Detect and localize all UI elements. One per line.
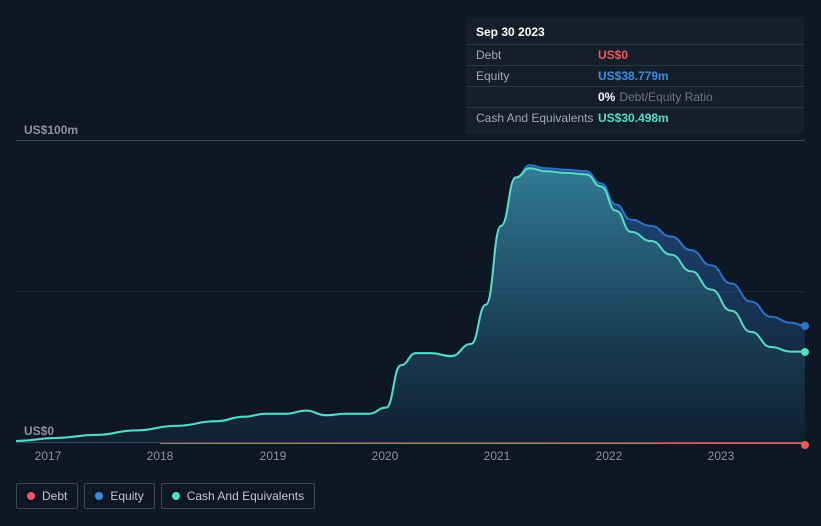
legend-label: Cash And Equivalents xyxy=(187,489,304,503)
x-tick: 2022 xyxy=(596,449,623,463)
x-tick: 2017 xyxy=(35,449,62,463)
tooltip-panel: Sep 30 2023 Debt US$0 Equity US$38.779m … xyxy=(466,17,804,134)
equity-end-dot xyxy=(801,322,809,330)
tooltip-debt-label: Debt xyxy=(476,48,598,62)
x-axis: 2017 2018 2019 2020 2021 2022 2023 xyxy=(16,449,805,465)
legend-swatch-icon xyxy=(95,492,103,500)
tooltip-ratio-value: 0% Debt/Equity Ratio xyxy=(598,90,713,104)
legend-swatch-icon xyxy=(27,492,35,500)
cash-area xyxy=(16,168,805,444)
tooltip-cash-value: US$30.498m xyxy=(598,111,669,125)
x-tick: 2020 xyxy=(372,449,399,463)
tooltip-row-ratio: 0% Debt/Equity Ratio xyxy=(466,86,804,107)
debt-line xyxy=(160,443,805,444)
x-tick: 2021 xyxy=(484,449,511,463)
tooltip-ratio-spacer xyxy=(476,90,598,104)
tooltip-row-cash: Cash And Equivalents US$30.498m xyxy=(466,107,804,128)
tooltip-row-equity: Equity US$38.779m xyxy=(466,65,804,86)
cash-end-dot xyxy=(801,348,809,356)
legend-swatch-icon xyxy=(172,492,180,500)
chart-svg xyxy=(16,141,805,444)
legend: Debt Equity Cash And Equivalents xyxy=(16,483,315,509)
tooltip-ratio-pct: 0% xyxy=(598,90,615,104)
debt-end-dot xyxy=(801,441,809,449)
tooltip-debt-value: US$0 xyxy=(598,48,628,62)
legend-item-cash[interactable]: Cash And Equivalents xyxy=(161,483,315,509)
tooltip-equity-value: US$38.779m xyxy=(598,69,669,83)
legend-label: Debt xyxy=(42,489,67,503)
tooltip-row-debt: Debt US$0 xyxy=(466,44,804,65)
x-tick: 2023 xyxy=(708,449,735,463)
tooltip-cash-label: Cash And Equivalents xyxy=(476,111,598,125)
y-axis-label-top: US$100m xyxy=(24,123,78,137)
tooltip-ratio-label: Debt/Equity Ratio xyxy=(619,90,712,104)
x-tick: 2019 xyxy=(260,449,287,463)
legend-item-debt[interactable]: Debt xyxy=(16,483,78,509)
tooltip-date: Sep 30 2023 xyxy=(466,23,804,44)
chart-area xyxy=(16,140,805,443)
tooltip-equity-label: Equity xyxy=(476,69,598,83)
legend-label: Equity xyxy=(110,489,143,503)
x-tick: 2018 xyxy=(147,449,174,463)
legend-item-equity[interactable]: Equity xyxy=(84,483,154,509)
